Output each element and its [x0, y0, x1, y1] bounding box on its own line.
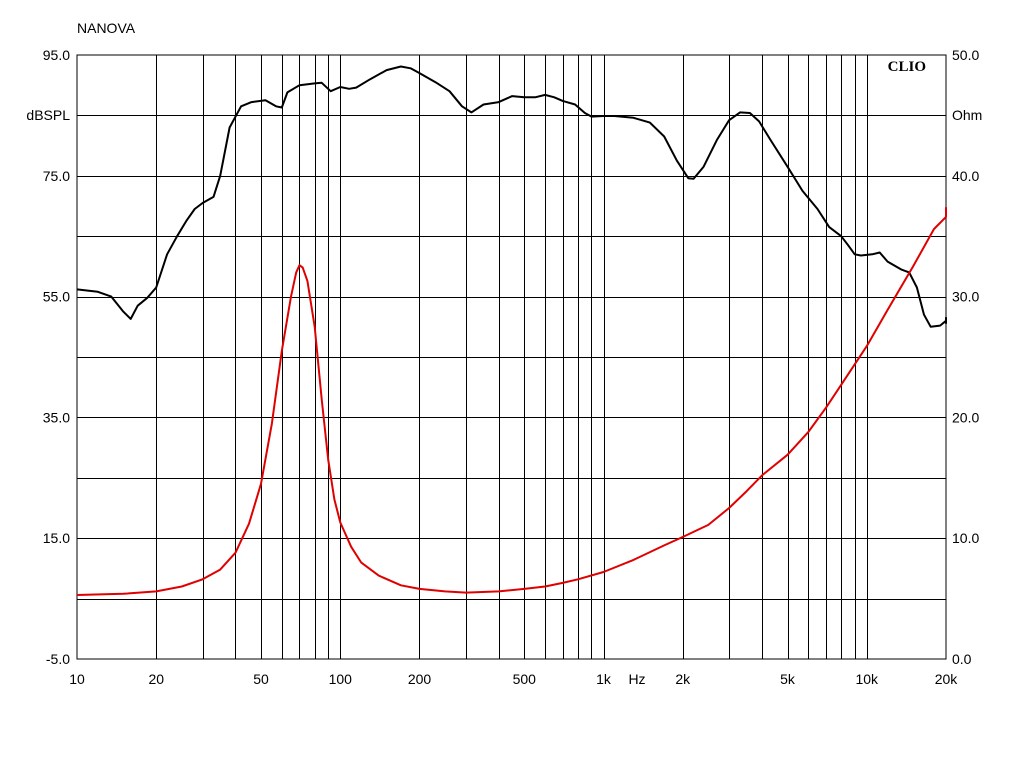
- y-right-tick-label: 50.0: [952, 47, 979, 63]
- plot-frame: [76, 54, 947, 660]
- y-right-tick-label: 30.0: [952, 289, 979, 305]
- x-axis-unit-label: Hz: [628, 671, 645, 687]
- x-tick-label: 1k: [596, 671, 612, 687]
- grid-lines: [77, 55, 946, 659]
- x-tick-label: 100: [329, 671, 353, 687]
- clio-watermark: CLIO: [888, 59, 926, 75]
- y-left-tick-label: 95.0: [43, 47, 70, 63]
- x-tick-label: 50: [253, 671, 269, 687]
- header-label: NANOVA: [77, 20, 136, 36]
- y-left-tick-label: 55.0: [43, 289, 70, 305]
- x-tick-label: 20: [148, 671, 164, 687]
- impedance-curve: [76, 207, 947, 596]
- y-left-tick-label: 35.0: [43, 409, 70, 425]
- y-right-tick-label: 10.0: [952, 530, 979, 546]
- x-tick-label: 10: [69, 671, 85, 687]
- x-tick-label: 2k: [675, 671, 691, 687]
- y-left-tick-label: -5.0: [46, 651, 70, 667]
- y-right-tick-label: 40.0: [952, 168, 979, 184]
- x-tick-label: 500: [513, 671, 537, 687]
- curves: [76, 65, 947, 596]
- y-left-axis-label: dBSPL: [26, 107, 70, 123]
- axis-labels: 10 20 50 100 200 500 1k 2k 5k 10k 20k 95.0 75.0 55.0 3…: [43, 47, 980, 687]
- y-right-tick-label: 20.0: [952, 409, 979, 425]
- y-left-tick-label: 75.0: [43, 168, 70, 184]
- x-tick-label: 20k: [935, 671, 959, 687]
- x-tick-label: 200: [408, 671, 432, 687]
- y-right-axis-label: Ohm: [952, 107, 982, 123]
- y-right-tick-label: 0.0: [952, 651, 972, 667]
- spl-curve: [76, 65, 947, 328]
- y-left-tick-label: 15.0: [43, 530, 70, 546]
- x-tick-label: 10k: [855, 671, 879, 687]
- x-tick-label: 5k: [780, 671, 796, 687]
